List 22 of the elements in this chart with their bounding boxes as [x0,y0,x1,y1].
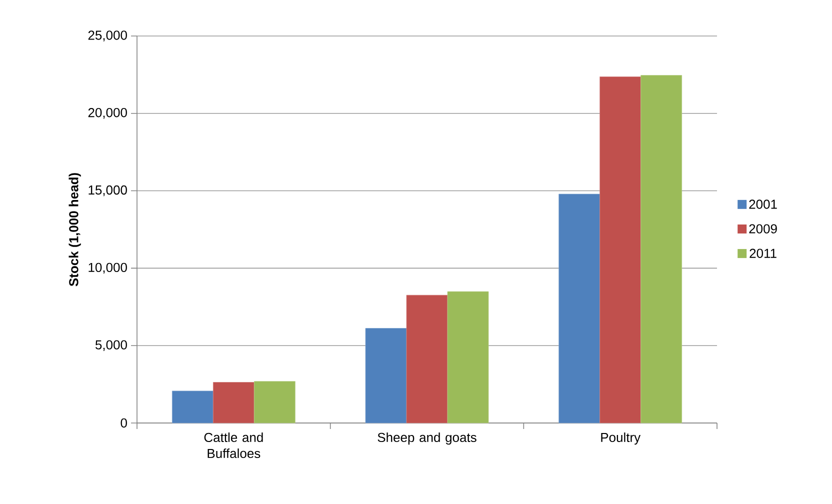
legend-label: 2009 [749,224,777,234]
bar [212,382,254,424]
bar [365,328,407,424]
bar [558,194,600,424]
y-tick-label: 20,000 [88,108,127,119]
y-tick-label: 5,000 [95,340,127,351]
bar [254,381,296,424]
legend-label: 2011 [750,248,776,258]
y-tick-label: 0 [120,418,127,428]
bar [640,75,682,424]
bar [406,294,448,424]
y-tick-label: 25,000 [88,30,127,42]
y-tick-label: 15,000 [88,185,127,196]
bar [447,291,489,424]
x-tick-label: Poultry [601,432,641,445]
y-tick-label: 10,000 [88,262,127,274]
x-tick-label: Cattle and Buffaloes [204,432,263,458]
legend-label: 2001 [749,200,777,209]
y-axis-title: Stock (1,000 head) [68,173,81,286]
bar [600,76,642,424]
x-tick-label: Sheep and goats [378,432,476,445]
bar [172,390,214,424]
